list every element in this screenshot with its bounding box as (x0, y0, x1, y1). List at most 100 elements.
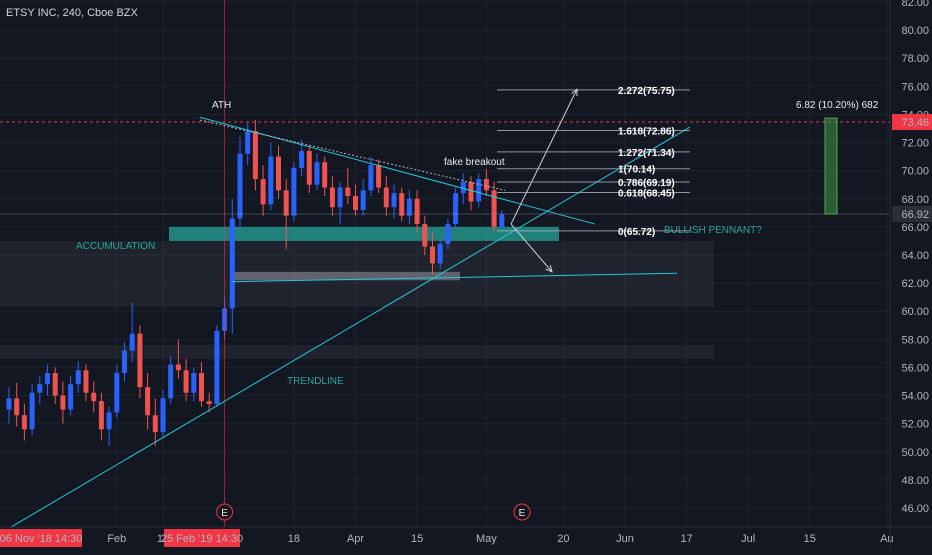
y-tick-label: 66.00 (901, 222, 929, 234)
target-box-label: 6.82 (10.20%) 682 (796, 100, 879, 111)
candle-body (337, 187, 343, 208)
candle-body (129, 333, 135, 351)
bear-arrow-head (545, 264, 553, 273)
lower-gray-zone (0, 344, 714, 359)
y-tick-label: 76.00 (901, 81, 929, 93)
candle-body (368, 165, 374, 191)
y-tick-label: 58.00 (901, 334, 929, 346)
candle-body (114, 373, 120, 413)
x-tick-label: 17 (680, 533, 692, 545)
fib-label: 1.618(72.86) (618, 126, 675, 137)
start-date-tag-bg (0, 529, 82, 547)
candle-body (291, 167, 297, 216)
candle-body (245, 131, 251, 154)
x-tick-label: 15 (411, 533, 423, 545)
candle-body (422, 224, 428, 247)
candle-body (353, 195, 358, 211)
lower-support-line (231, 272, 678, 283)
candle-body (483, 179, 489, 191)
fib-label: 0.618(68.45) (618, 188, 675, 199)
y-tick-label: 80.00 (901, 25, 929, 37)
candle-body (460, 181, 466, 194)
candles (6, 120, 505, 447)
candle-body (491, 190, 497, 227)
ath-label: ATH (212, 100, 231, 111)
candle-body (476, 179, 482, 202)
x-tick-label: Jun (616, 533, 634, 545)
candle-body (322, 162, 328, 188)
candle-body (175, 364, 181, 371)
candle-body (29, 392, 35, 430)
candle-body (252, 131, 258, 180)
candle-body (276, 156, 281, 191)
candle-body (260, 179, 266, 205)
candle-body (14, 398, 20, 416)
candle-body (206, 401, 212, 404)
target-box (824, 117, 838, 215)
candle-body (68, 384, 74, 410)
candle-body (183, 370, 189, 393)
candle-body (145, 387, 151, 416)
candle-body (229, 218, 235, 309)
candle-body (430, 246, 435, 264)
price-zones (0, 226, 714, 359)
fib-label: 1.272(71.34) (618, 148, 675, 159)
last-price-tag-bg (892, 205, 932, 222)
x-tick-label: 15 (804, 533, 816, 545)
candle-body (52, 373, 58, 396)
cursor-date-tag: 25 Feb '19 14:30 (161, 533, 243, 545)
candle-body (399, 193, 405, 216)
fib-levels: 2.272(75.75) 1.618(72.86) 1.272(71.34) 1(70… (497, 86, 690, 238)
earnings-marker-1 (216, 503, 234, 521)
support-box (234, 271, 460, 281)
last-price-tag: 66.92 (901, 209, 929, 221)
support-teal-zone (169, 226, 559, 241)
candle-body (122, 350, 127, 374)
x-tick-label: 20 (557, 533, 569, 545)
symbol-title: ETSY INC, 240, Cboe BZX (6, 7, 138, 19)
fib-label: 1(70.14) (618, 165, 655, 176)
candle-body (345, 187, 351, 196)
candle-body (437, 243, 443, 264)
candle-body (376, 165, 382, 188)
start-date-tag: 06 Nov '18 14:30 (0, 533, 82, 545)
candle-body (137, 333, 143, 388)
candle-body (6, 398, 12, 410)
candle-body (168, 364, 174, 399)
y-tick-label: 50.00 (901, 447, 929, 459)
candle-body (152, 415, 158, 433)
fib-label: 0(65.72) (618, 227, 655, 238)
candle-body (314, 162, 320, 185)
candle-body (299, 150, 305, 168)
x-tick-label: Feb (107, 533, 126, 545)
candle-body (37, 384, 43, 393)
y-tick-label: 48.00 (901, 475, 929, 487)
trendline (9, 126, 691, 529)
y-tick-label: 52.00 (901, 419, 929, 431)
x-tick-label: May (476, 533, 497, 545)
top-price-tag: 73.46 (901, 117, 929, 129)
candle-body (499, 214, 505, 227)
earnings-marker-2 (513, 503, 531, 521)
upper-pennant-line (199, 116, 596, 225)
x-tick-label: 18 (288, 533, 300, 545)
earnings-marker-1-text: E (221, 508, 228, 519)
grid-lines (0, 0, 890, 527)
candle-body (329, 187, 335, 208)
y-tick-label: 62.00 (901, 278, 929, 290)
y-tick-label: 72.00 (901, 138, 929, 150)
candle-body (468, 181, 474, 202)
y-tick-label: 60.00 (901, 306, 929, 318)
bull-arrow (510, 88, 578, 225)
candle-body (98, 401, 104, 430)
trendline-label: TRENDLINE (287, 376, 344, 387)
candle-body (306, 150, 312, 185)
bull-arrow-head (571, 88, 578, 97)
candle-body (391, 193, 397, 208)
y-tick-label: 78.00 (901, 53, 929, 65)
candle-body (75, 370, 81, 385)
candle-body (453, 193, 459, 225)
earnings-marker-2-text: E (519, 508, 526, 519)
